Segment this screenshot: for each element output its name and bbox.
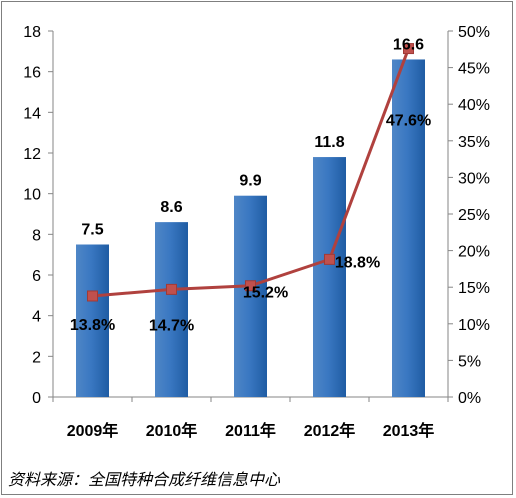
line-value-label: 15.2% [243,285,288,302]
line-value-label: 14.7% [149,317,194,334]
bar [155,222,188,397]
bar-value-label: 16.6 [393,36,424,53]
y-right-tick-label: 10% [458,317,490,334]
line-value-label: 18.8% [335,254,380,271]
y-left-tick-label: 16 [23,65,41,82]
bar [76,244,109,397]
y-right-tick-label: 40% [458,97,490,114]
x-tick-label: 2009年 [67,421,119,440]
y-right-tick-label: 25% [458,207,490,224]
x-tick-label: 2010年 [146,421,198,440]
y-left-tick-label: 18 [23,24,41,41]
y-left-tick-label: 4 [32,309,41,326]
y-left-tick-label: 8 [32,227,41,244]
line-marker [87,290,98,302]
axes: 0 2 4 6 8 10 12 14 16 18 0% 5% 10% 15% 20% 25% 30% 35% 40%… [23,24,490,440]
source-note: 资料来源：全国特种合成纤维信息中心 [8,470,281,489]
bar-value-label: 11.8 [314,134,344,151]
bar [234,195,267,397]
line-marker [245,280,256,292]
y-right-tick-label: 35% [458,134,490,151]
line-series [87,43,414,302]
bar-value-label: 8.6 [160,199,182,216]
line-value-label: 47.6% [386,113,431,130]
y-right-tick-label: 50% [458,24,490,41]
line-marker [166,283,177,295]
bar-value-label: 7.5 [81,222,103,239]
line-marker [403,43,414,55]
line-value-label: 13.8% [70,317,115,334]
y-right-tick-label: 45% [458,61,490,78]
chart: 0 2 4 6 8 10 12 14 16 18 0% 5% 10% 15% 20% 25% 30% 35% 40%… [23,24,490,440]
x-tick-label: 2013年 [383,421,435,440]
bar [313,157,346,397]
y-right-tick-label: 0% [458,390,481,407]
data-labels: 7.5 8.6 9.9 11.8 16.6 13.8% 14.7% 15.2% 18.8% 47.… [70,36,431,334]
bar-value-label: 9.9 [239,173,261,190]
y-left-tick-label: 10 [23,187,41,204]
y-right-tick-label: 15% [458,280,490,297]
y-left-tick-label: 0 [32,390,41,407]
y-right-tick-label: 30% [458,170,490,187]
x-tick-label: 2012年 [304,421,356,440]
y-left-tick-label: 2 [32,349,41,366]
line-marker [324,253,335,265]
y-left-tick-label: 14 [23,105,41,122]
y-left-tick-label: 6 [32,268,41,285]
y-right-tick-label: 5% [458,353,481,370]
bars [76,59,425,397]
x-tick-label: 2011年 [225,421,276,440]
y-left-tick-label: 12 [23,146,41,163]
bar [392,59,425,397]
y-right-tick-label: 20% [458,244,490,261]
